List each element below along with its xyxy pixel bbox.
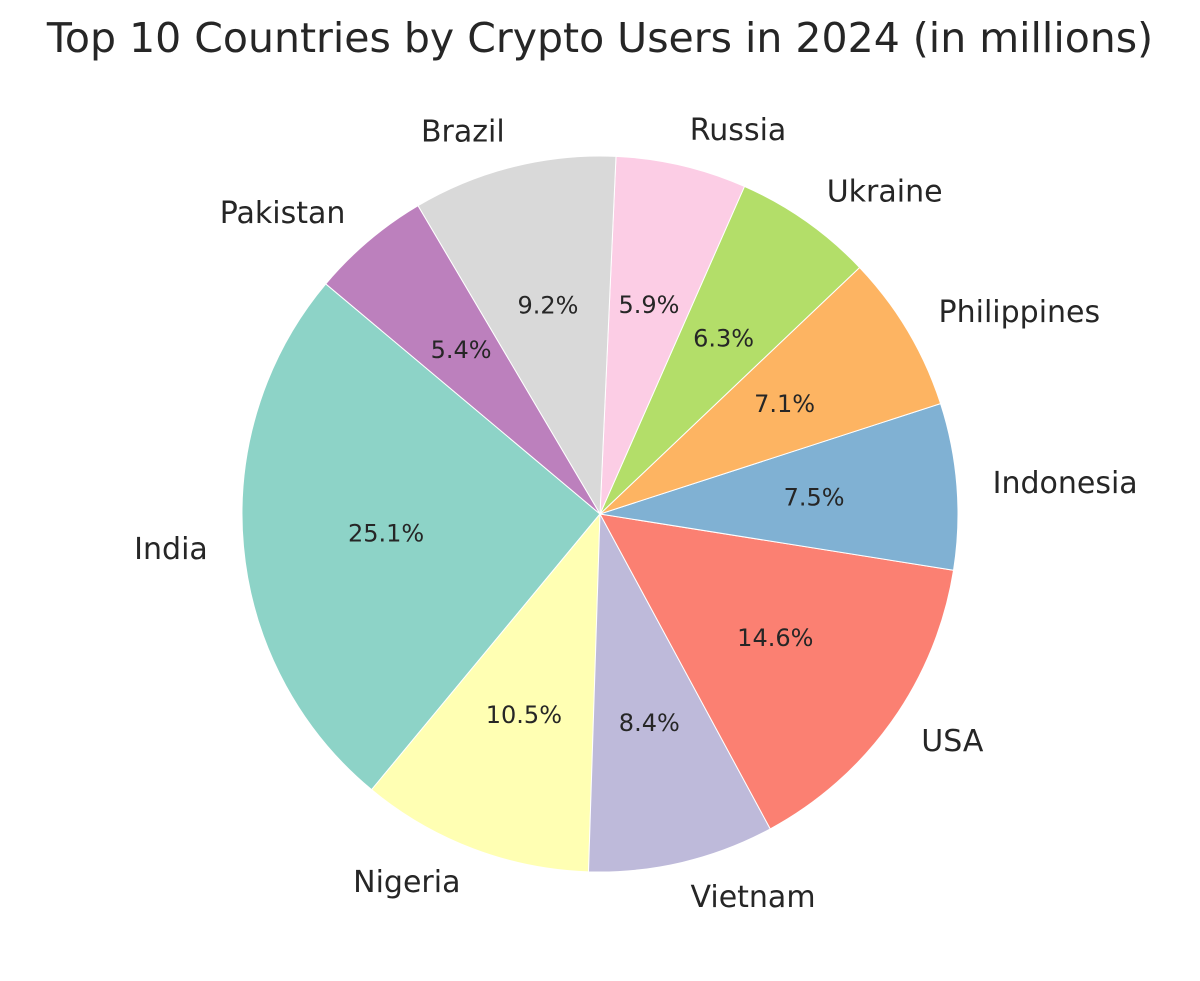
category-label-philippines: Philippines	[939, 295, 1101, 330]
category-label-nigeria: Nigeria	[353, 865, 460, 900]
pie-slice-pakistan	[325, 205, 601, 515]
labels-layer: 25.1% India 10.5% Nigeria 8.4% Vietnam 14.6% US…	[134, 113, 1138, 915]
pie-slice-nigeria	[370, 512, 601, 873]
category-label-russia: Russia	[690, 113, 787, 148]
percent-label-philippines: 7.1%	[754, 390, 815, 418]
percent-label-vietnam: 8.4%	[619, 709, 680, 737]
pie-slice-philippines	[599, 266, 942, 515]
percent-label-india: 25.1%	[348, 519, 424, 547]
percent-label-indonesia: 7.5%	[784, 483, 845, 511]
percent-label-nigeria: 10.5%	[486, 701, 562, 729]
percent-label-ukraine: 6.3%	[693, 324, 754, 352]
pie-slice-brazil	[417, 155, 617, 516]
pie-slice-ukraine	[599, 185, 861, 515]
pie-slice-india	[241, 283, 601, 791]
percent-label-pakistan: 5.4%	[431, 336, 492, 364]
slices-layer	[241, 155, 959, 873]
pie-slice-indonesia	[599, 402, 959, 571]
pie-slice-russia	[599, 155, 746, 515]
category-label-usa: USA	[921, 724, 984, 759]
pie-slice-vietnam	[587, 512, 771, 873]
percent-label-russia: 5.9%	[619, 291, 680, 319]
category-label-indonesia: Indonesia	[993, 466, 1138, 501]
chart-title: Top 10 Countries by Crypto Users in 2024…	[46, 14, 1154, 62]
category-label-brazil: Brazil	[421, 114, 505, 149]
pie-slice-usa	[599, 513, 955, 830]
category-label-india: India	[134, 532, 208, 567]
percent-label-brazil: 9.2%	[518, 292, 579, 320]
percent-label-usa: 14.6%	[737, 624, 813, 652]
category-label-ukraine: Ukraine	[827, 175, 943, 210]
category-label-vietnam: Vietnam	[691, 880, 816, 915]
category-label-pakistan: Pakistan	[220, 196, 346, 231]
